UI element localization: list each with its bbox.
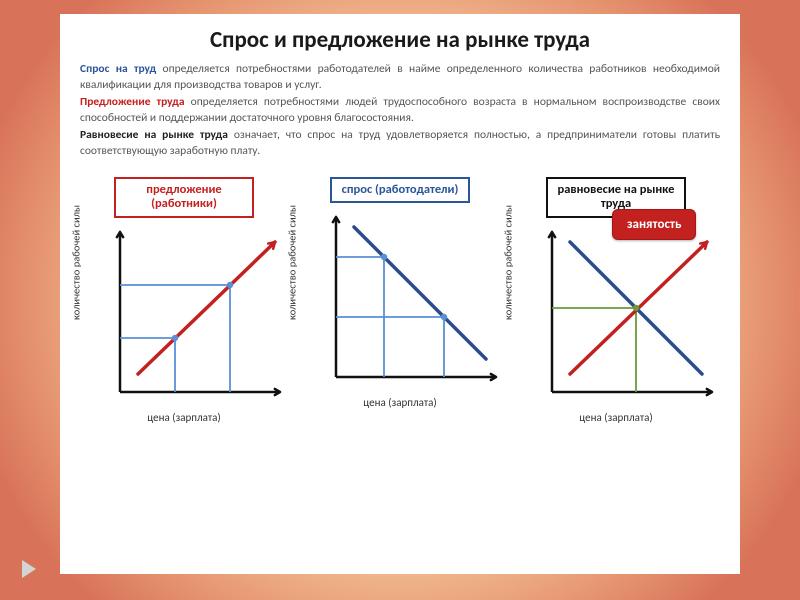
chart-plot-supply	[108, 224, 283, 409]
chart-demand: спрос (работодатели)количество рабочей с…	[296, 177, 504, 424]
charts-row: предложение (работники) количество рабоче…	[80, 177, 720, 424]
chart-plot-equilibrium	[540, 224, 715, 409]
para-lead-demand: Спрос на труд	[80, 62, 156, 76]
paragraph-equilibrium: Равновесие на рынке труда означает, что …	[80, 128, 720, 159]
content-card: Спрос и предложение на рынке труда Спрос…	[60, 14, 740, 574]
chart-label-demand: спрос (работодатели)	[330, 177, 470, 203]
x-axis-label: цена (зарплата)	[512, 411, 720, 424]
employment-badge: занятость	[612, 209, 696, 240]
chart-plot-demand	[324, 209, 499, 394]
next-slide-icon[interactable]	[22, 560, 36, 578]
chart-equilibrium: равновесие на рынке трудаколичество рабо…	[512, 177, 720, 424]
y-axis-label: количество рабочей силы	[70, 205, 83, 320]
x-axis-label: цена (зарплата)	[80, 411, 288, 424]
x-axis-label: цена (зарплата)	[296, 396, 504, 409]
chart-supply: предложение (работники)количество рабоче…	[80, 177, 288, 424]
chart-label-supply: предложение (работники)	[114, 177, 254, 218]
paragraph-demand: Спрос на труд определяется потребностями…	[80, 62, 720, 93]
paragraph-supply: Предложение труда определяется потребнос…	[80, 95, 720, 126]
y-axis-label: количество рабочей силы	[286, 205, 299, 320]
page-title: Спрос и предложение на рынке труда	[80, 26, 720, 54]
para-body-demand: определяется потребностями работодателей…	[80, 62, 720, 92]
para-lead-supply: Предложение труда	[80, 95, 185, 109]
para-lead-equilibrium: Равновесие на рынке труда	[80, 128, 228, 142]
y-axis-label: количество рабочей силы	[502, 205, 515, 320]
